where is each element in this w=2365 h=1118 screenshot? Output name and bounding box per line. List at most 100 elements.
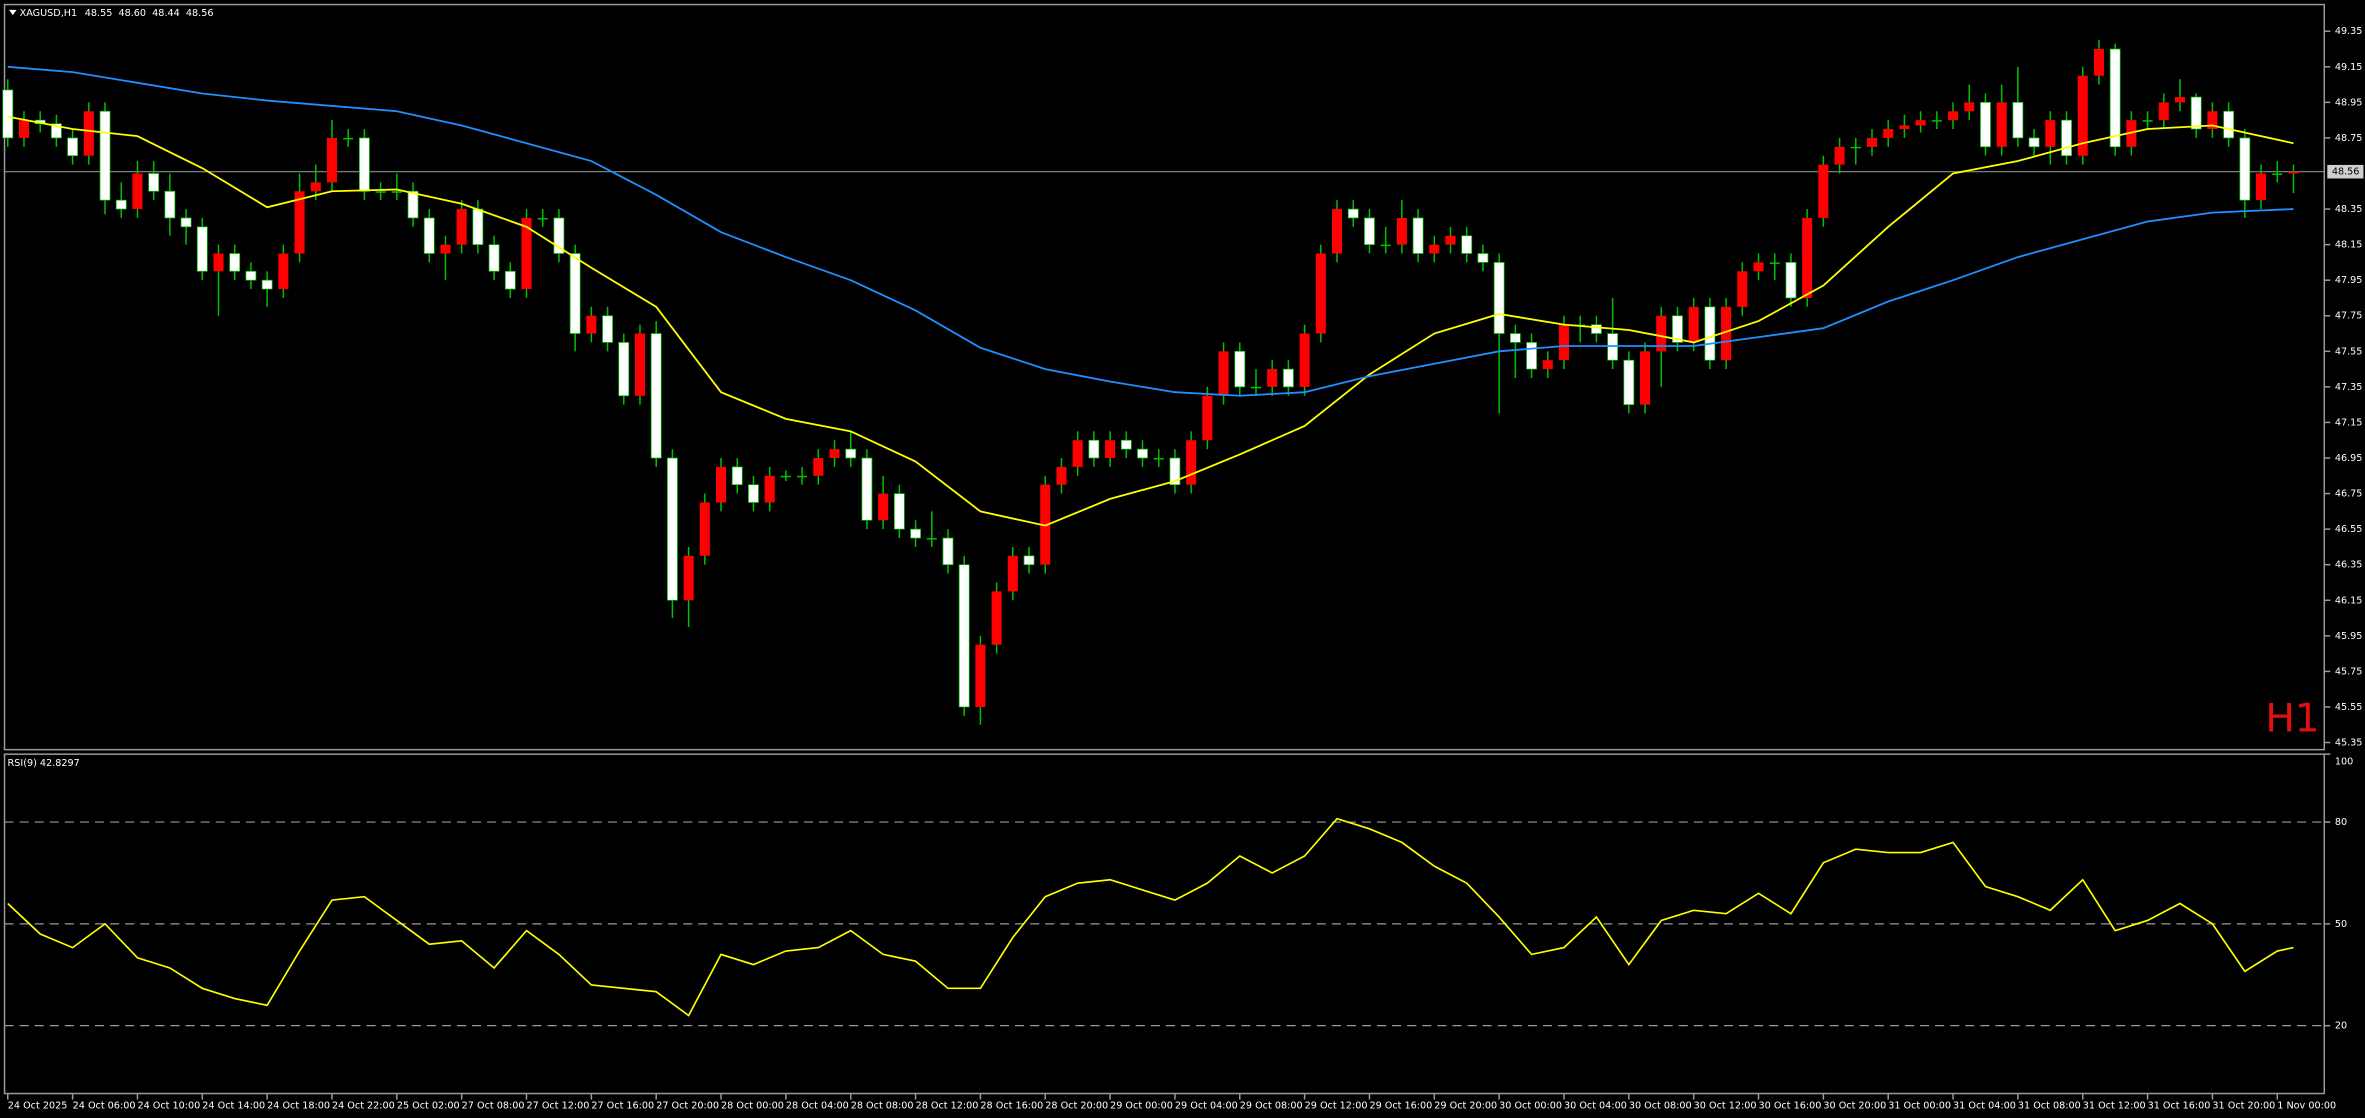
candle-body bbox=[148, 173, 160, 192]
quote-low: 48.44 bbox=[152, 8, 180, 19]
candle-body bbox=[716, 466, 727, 503]
candle-body bbox=[942, 537, 954, 566]
candle-body bbox=[229, 253, 241, 272]
y-tick-label: 46.35 bbox=[2335, 560, 2363, 571]
menu-arrow[interactable] bbox=[9, 9, 17, 16]
candle-body bbox=[2109, 48, 2121, 148]
candle-body bbox=[1153, 458, 1164, 460]
candle-body bbox=[1218, 351, 1229, 396]
candle-body bbox=[423, 217, 435, 254]
candle-body bbox=[731, 466, 743, 486]
candle-body bbox=[1445, 235, 1456, 245]
x-tick-label: 24 Oct 14:00 bbox=[202, 1101, 265, 1112]
x-tick-label: 28 Oct 20:00 bbox=[1045, 1101, 1108, 1112]
candle-body bbox=[391, 191, 402, 193]
candle-body bbox=[553, 217, 565, 254]
x-tick-label: 30 Oct 04:00 bbox=[1564, 1101, 1627, 1112]
x-tick-label: 28 Oct 04:00 bbox=[786, 1101, 849, 1112]
candle-body bbox=[472, 208, 484, 245]
candle-body bbox=[2142, 120, 2153, 122]
quote-high: 48.60 bbox=[118, 8, 146, 19]
y-tick-label: 47.35 bbox=[2335, 382, 2363, 393]
y-tick-label: 47.15 bbox=[2335, 417, 2363, 428]
candle-body bbox=[1380, 244, 1391, 247]
x-tick-label: 1 Nov 00:00 bbox=[2277, 1101, 2336, 1112]
candle-body bbox=[602, 315, 613, 343]
candle-body bbox=[1769, 262, 1780, 264]
candle-body bbox=[1704, 306, 1716, 361]
candle-body bbox=[213, 253, 224, 272]
candle-body bbox=[2158, 102, 2169, 121]
last-price-label: 48.56 bbox=[2332, 167, 2360, 178]
candle-body bbox=[1915, 120, 1926, 126]
candle-body bbox=[504, 270, 516, 290]
y-tick-label: 46.95 bbox=[2335, 453, 2363, 464]
candle-body bbox=[180, 217, 192, 228]
candle-body bbox=[1850, 146, 1861, 149]
candle-body bbox=[1802, 217, 1813, 298]
candle-body bbox=[1429, 244, 1440, 254]
x-tick-label: 30 Oct 08:00 bbox=[1629, 1101, 1692, 1112]
candle-body bbox=[618, 342, 630, 397]
candle-body bbox=[958, 564, 970, 708]
candle-body bbox=[634, 333, 646, 396]
candle-body bbox=[67, 137, 79, 157]
candle-body bbox=[1899, 125, 1910, 130]
y-tick-label: 48.95 bbox=[2335, 97, 2363, 108]
y-tick-label: 47.95 bbox=[2335, 275, 2363, 286]
candle-body bbox=[2061, 119, 2072, 157]
y-tick-label: 45.35 bbox=[2335, 738, 2363, 749]
candle-body bbox=[456, 209, 467, 245]
rsi-y-tick-label: 50 bbox=[2335, 919, 2347, 930]
candle-body bbox=[488, 244, 500, 272]
candle-body bbox=[845, 448, 857, 459]
candle-body bbox=[521, 217, 532, 290]
candle-body bbox=[245, 270, 257, 281]
moving-average bbox=[7, 65, 2294, 397]
candle-body bbox=[2256, 173, 2267, 201]
candle-body bbox=[991, 591, 1002, 645]
candle-body bbox=[440, 244, 451, 254]
main-panel bbox=[3, 3, 2326, 751]
quote-close: 48.56 bbox=[186, 8, 214, 19]
x-tick-label: 25 Oct 02:00 bbox=[397, 1101, 460, 1112]
candle-body bbox=[1250, 386, 1262, 389]
candle-body bbox=[1283, 368, 1294, 388]
y-tick-label: 45.55 bbox=[2335, 702, 2363, 713]
x-tick-label: 29 Oct 20:00 bbox=[1434, 1101, 1497, 1112]
candle-body bbox=[1299, 333, 1310, 387]
candle-body bbox=[1623, 359, 1635, 406]
x-tick-label: 30 Oct 20:00 bbox=[1823, 1101, 1886, 1112]
candle-body bbox=[1753, 262, 1764, 272]
candle-body bbox=[50, 123, 62, 139]
candle-body bbox=[1818, 164, 1829, 218]
candle-body bbox=[926, 538, 937, 540]
x-tick-label: 29 Oct 12:00 bbox=[1305, 1101, 1368, 1112]
x-tick-label: 27 Oct 12:00 bbox=[527, 1101, 590, 1112]
candle-body bbox=[1234, 350, 1246, 388]
candle-body bbox=[1169, 457, 1181, 486]
y-tick-label: 49.35 bbox=[2335, 26, 2363, 37]
rsi-title: RSI(9) 42.8297 bbox=[8, 758, 80, 769]
candle-body bbox=[310, 182, 321, 192]
candle-body bbox=[1056, 466, 1067, 485]
moving-average bbox=[7, 115, 2294, 527]
candle-body bbox=[1672, 315, 1683, 343]
timeframe-label: H1 bbox=[2265, 696, 2319, 741]
candle-body bbox=[1007, 555, 1018, 592]
x-tick-label: 27 Oct 20:00 bbox=[656, 1101, 719, 1112]
candle-body bbox=[829, 449, 840, 459]
candle-body bbox=[1883, 129, 1894, 138]
candle-body bbox=[1137, 448, 1148, 459]
rsi-y-tick-label: 100 bbox=[2335, 757, 2353, 768]
x-tick-label: 27 Oct 16:00 bbox=[591, 1101, 654, 1112]
candle-body bbox=[861, 457, 873, 521]
candle-body bbox=[893, 493, 905, 530]
x-tick-label: 31 Oct 16:00 bbox=[2148, 1101, 2211, 1112]
chart-header: XAGUSD,H1 48.55 48.60 48.44 48.56 bbox=[20, 8, 214, 19]
quote-open: 48.55 bbox=[85, 8, 113, 19]
candle-body bbox=[2077, 75, 2088, 156]
candle-body bbox=[99, 110, 111, 201]
